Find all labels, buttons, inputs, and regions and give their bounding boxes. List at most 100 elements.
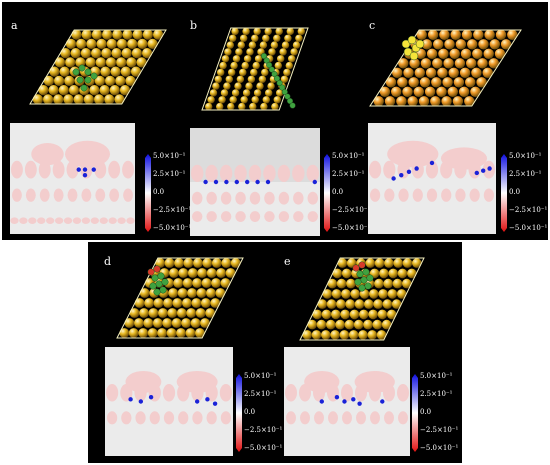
surface-atom <box>386 309 397 320</box>
density-contour <box>206 191 217 205</box>
density-contour <box>469 188 480 202</box>
surface-atom <box>105 75 116 86</box>
surface-atom <box>379 268 389 279</box>
density-contour <box>109 188 120 202</box>
colorbar-tick-label: 2.5×10⁻¹ <box>509 170 542 178</box>
density-blob <box>82 172 88 178</box>
charge-density-slice-e <box>284 347 410 456</box>
colorbar-tick-label: 2.5×10⁻¹ <box>244 390 277 398</box>
surface-atom <box>348 330 359 340</box>
density-contour <box>397 384 409 402</box>
surface-atom <box>442 77 453 88</box>
surface-atom <box>252 61 260 70</box>
surface-atom <box>261 68 269 77</box>
density-blob <box>429 160 435 166</box>
density-contour <box>342 411 352 425</box>
adsorbate-atom <box>271 70 278 78</box>
density-map <box>106 370 232 425</box>
density-contour <box>149 411 160 425</box>
surface-atom <box>237 41 245 49</box>
density-contour <box>65 140 110 168</box>
surface-atom <box>321 330 331 340</box>
surface-atom <box>273 34 281 42</box>
density-contour <box>24 160 37 179</box>
surface-atom <box>391 299 402 309</box>
surface-atom <box>32 94 43 105</box>
surface-atom <box>158 308 168 318</box>
surface-atom <box>221 258 232 268</box>
surface-atom <box>121 48 132 59</box>
surface-atom <box>220 278 231 288</box>
adsorbate-atom <box>401 39 411 49</box>
surface-atom <box>316 319 327 330</box>
surface-atom <box>127 38 138 49</box>
surface-slab-b <box>201 27 309 111</box>
surface-atom <box>195 328 205 338</box>
surface-atom <box>134 318 144 328</box>
surface-atom <box>284 34 292 42</box>
surface-atom <box>124 318 135 328</box>
surface-atom <box>398 58 409 69</box>
surface-atom <box>111 48 122 59</box>
density-contour <box>263 164 276 182</box>
surface-atom <box>230 61 238 70</box>
surface-atom <box>248 41 257 49</box>
surface-atom <box>253 89 262 97</box>
surface-atom <box>142 48 153 59</box>
colorbar-c <box>501 154 507 232</box>
density-contour <box>285 384 297 402</box>
density-contour <box>220 211 232 222</box>
colorbar-e <box>412 374 418 452</box>
colorbar-tick-label: 0.0 <box>244 408 256 416</box>
density-contour <box>412 188 423 202</box>
surface-atom <box>243 55 252 63</box>
density-contour <box>28 217 37 225</box>
surface-atom <box>466 58 477 69</box>
surface-atom <box>240 96 248 104</box>
surface-atom <box>209 89 218 97</box>
surface-atom <box>270 41 279 49</box>
surface-atom <box>137 38 148 49</box>
colorbar-tick-label: −2.5×10⁻¹ <box>244 426 283 434</box>
surface-atom <box>241 61 249 70</box>
density-contour <box>90 217 99 225</box>
surface-atom <box>211 258 222 268</box>
colorbar-gradient <box>501 154 507 232</box>
surface-atom <box>73 94 84 105</box>
surface-atom <box>206 268 217 278</box>
density-contour <box>220 191 232 205</box>
surface-atom <box>281 41 290 49</box>
colorbar-a <box>145 154 151 232</box>
surface-atom <box>264 27 272 36</box>
density-contour <box>53 188 64 202</box>
surface-atom <box>221 55 230 63</box>
surface-atom <box>489 39 500 50</box>
density-contour <box>369 160 382 179</box>
surface-atom <box>332 268 343 279</box>
surface-atom <box>274 61 282 70</box>
adsorbate-atom <box>289 102 296 109</box>
density-blob <box>224 179 229 185</box>
surface-atom <box>120 66 131 77</box>
surface-atom <box>311 330 322 340</box>
colorbar-tick-label: 2.5×10⁻¹ <box>332 170 365 178</box>
surface-atom <box>94 75 105 86</box>
density-contour <box>63 217 73 225</box>
surface-atom <box>142 29 153 40</box>
surface-atom <box>229 96 237 104</box>
adsorbate-atom <box>90 72 98 80</box>
surface-atom <box>433 39 444 50</box>
colorbar-tick-label: −5.0×10⁻¹ <box>332 224 371 232</box>
surface-atom <box>116 38 128 49</box>
surface-atom <box>374 278 384 289</box>
surface-atom <box>163 298 173 308</box>
surface-atom <box>271 102 279 111</box>
surface-atom <box>200 298 211 308</box>
density-contour <box>192 191 203 205</box>
surface-atom <box>408 77 419 88</box>
density-contour <box>286 411 296 425</box>
surface-atom <box>214 75 222 83</box>
density-contour <box>398 188 409 202</box>
surface-atom <box>251 34 259 42</box>
surface-atom <box>54 75 65 86</box>
